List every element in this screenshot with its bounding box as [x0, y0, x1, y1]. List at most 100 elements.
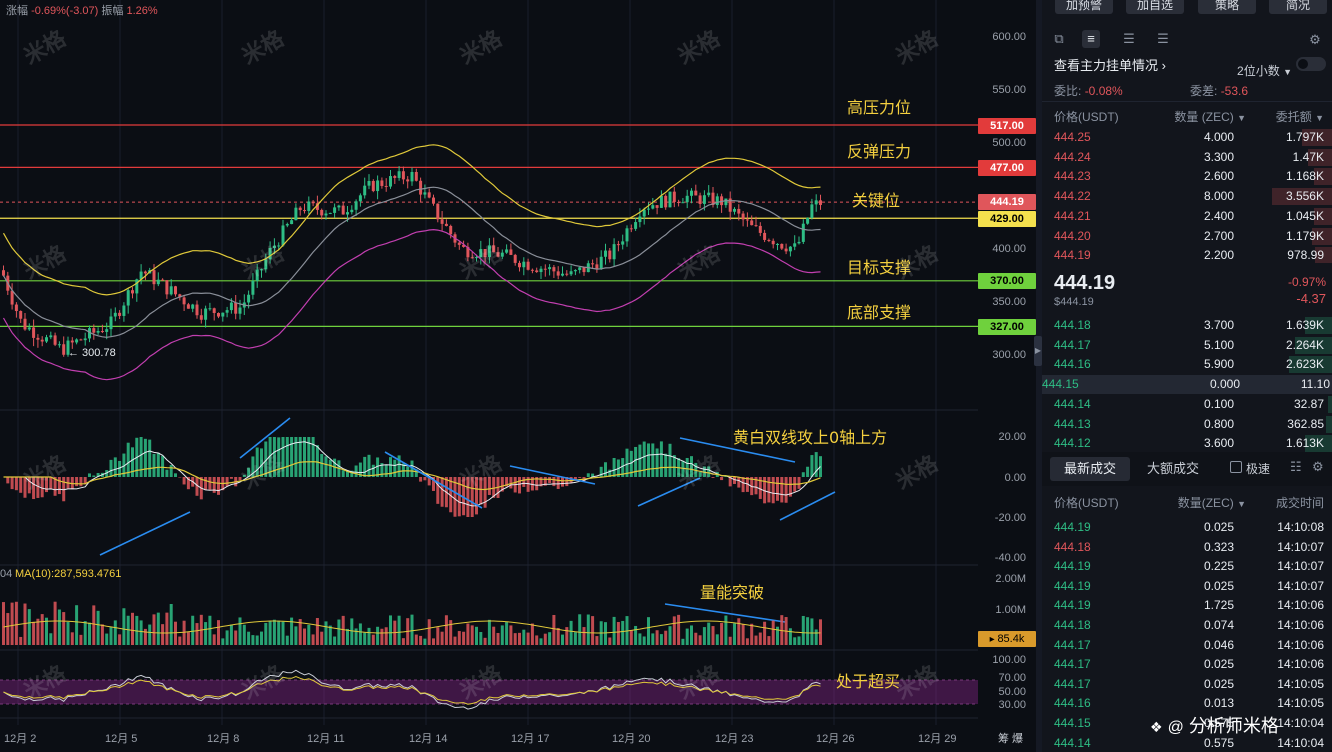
settings-gear-icon[interactable]: ⚙	[1309, 32, 1321, 47]
orderbook-both-icon[interactable]: ≡	[1082, 30, 1100, 48]
macd-bar	[143, 438, 147, 477]
overview-button[interactable]: 简况	[1269, 0, 1327, 14]
volume-bar	[397, 615, 401, 645]
volume-bar	[440, 631, 444, 645]
ask-amount: 3.556K	[1285, 189, 1324, 204]
bid-row[interactable]: 444.18 3.700 1.639K	[1054, 316, 1332, 335]
macd-bar	[281, 437, 285, 477]
x-tick: 12月 11	[307, 733, 345, 745]
footer-extra[interactable]: 筹 爆	[998, 733, 1024, 745]
bid-row[interactable]: 444.13 0.800 362.85	[1054, 415, 1332, 434]
ask-row[interactable]: 444.22 8.000 3.556K	[1054, 187, 1332, 206]
main-order-link[interactable]: 查看主力挂单情况 ›	[1054, 55, 1166, 74]
candle-body	[410, 171, 414, 182]
volume-bar	[311, 634, 315, 645]
trades-settings-icon[interactable]: ⚙	[1312, 459, 1324, 474]
candle-body	[552, 267, 556, 272]
orderbook-bids-icon[interactable]: ☰	[1157, 31, 1169, 46]
bid-row[interactable]: 444.12 3.600 1.613K	[1054, 434, 1332, 453]
candle-body	[737, 208, 741, 214]
volume-bar	[462, 631, 466, 645]
ask-qty: 2.700	[1203, 228, 1234, 243]
ask-price: 444.23	[1054, 169, 1091, 184]
collapse-panel-icon[interactable]: ▶	[1034, 336, 1042, 366]
bid-row[interactable]: 444.15 0.000 11.10	[1042, 375, 1332, 395]
volume-bar	[668, 626, 672, 645]
fast-checkbox[interactable]	[1230, 461, 1242, 473]
volume-bar	[500, 625, 504, 645]
tab-large-trades[interactable]: 大额成交	[1146, 461, 1199, 476]
trades-header-qty[interactable]: 数量(ZEC) ▼	[1177, 496, 1246, 510]
macd-bar	[552, 477, 556, 487]
ratio-value: -0.08%	[1084, 84, 1123, 98]
candle-body	[702, 195, 706, 204]
candle-body	[711, 192, 715, 205]
candle-body	[208, 308, 212, 310]
decimal-select[interactable]: 2位小数 ▼	[1237, 64, 1292, 78]
candle-body	[324, 213, 328, 216]
orderbook-asks-icon[interactable]: ☰	[1123, 31, 1135, 46]
candle-body	[354, 201, 358, 210]
volume-bar	[453, 636, 457, 645]
bollinger-upper	[2, 144, 821, 296]
ask-row[interactable]: 444.25 4.000 1.797K	[1054, 128, 1332, 147]
candle-body	[522, 261, 526, 268]
change-value: -0.69%(-3.07)	[31, 5, 99, 17]
add-alert-button[interactable]: 加预警	[1055, 0, 1113, 14]
book-header-amt[interactable]: 委托额 ▼	[1275, 110, 1324, 124]
book-header-qty[interactable]: 数量 (ZEC) ▼	[1174, 110, 1246, 124]
candle-body	[475, 257, 478, 259]
volume-bar	[281, 621, 285, 645]
bid-qty: 5.100	[1203, 337, 1234, 352]
chart-area[interactable]: 涨幅 -0.69%(-3.07) 振幅 1.26% 600.00 550.00 …	[0, 0, 1040, 752]
candle-body	[496, 252, 500, 257]
candle-body	[797, 241, 801, 244]
volume-bar	[277, 620, 281, 645]
ask-row[interactable]: 444.24 3.300 1.47K	[1054, 148, 1332, 167]
ask-row[interactable]: 444.21 2.400 1.045K	[1054, 207, 1332, 226]
macd-bar	[204, 477, 208, 491]
candle-body	[685, 195, 689, 203]
candle-body	[62, 344, 66, 355]
volume-bar	[376, 626, 380, 645]
macd-bar	[169, 465, 173, 477]
bid-row[interactable]: 444.16 5.900 2.623K	[1054, 355, 1332, 374]
volume-bar	[247, 631, 251, 645]
book-header-amt-label: 委托额	[1275, 110, 1312, 124]
macd-bar	[487, 477, 491, 495]
tab-latest-trades[interactable]: 最新成交	[1050, 457, 1130, 481]
candle-body	[19, 311, 23, 319]
list-filter-icon[interactable]: ☷	[1290, 459, 1302, 474]
trade-qty: 0.046	[1203, 637, 1234, 652]
volume-ma-label: MA(10):287,593.4761	[15, 568, 122, 580]
candle-body	[767, 239, 771, 241]
volume-bar	[621, 620, 625, 645]
candle-body	[83, 338, 87, 341]
macd-bar	[79, 477, 83, 487]
ask-row[interactable]: 444.23 2.600 1.168K	[1054, 167, 1332, 186]
bid-row[interactable]: 444.17 5.100 2.264K	[1054, 336, 1332, 355]
candle-body	[819, 200, 822, 205]
main-order-toggle[interactable]	[1296, 57, 1326, 71]
candle-body	[100, 331, 104, 333]
macd-bar	[604, 462, 607, 477]
add-watchlist-button[interactable]: 加自选	[1126, 0, 1184, 14]
ask-row[interactable]: 444.20 2.700 1.179K	[1054, 227, 1332, 246]
volume-bar	[565, 627, 569, 645]
volume-bar	[763, 621, 767, 645]
volume-bar	[307, 624, 311, 645]
strategy-button[interactable]: 策略	[1198, 0, 1256, 14]
trade-row: 444.17 0.025 14:10:06	[1054, 655, 1326, 674]
copy-icon[interactable]: ⧉	[1054, 31, 1064, 46]
candle-body	[483, 249, 487, 258]
y-tick: 350.00	[992, 296, 1026, 308]
macd-bar	[358, 462, 362, 477]
candle-body	[122, 305, 126, 316]
ask-row[interactable]: 444.19 2.200 978.99	[1054, 246, 1332, 265]
volume-bar	[290, 617, 294, 645]
trade-qty: 0.025	[1203, 578, 1234, 593]
bid-row[interactable]: 444.14 0.100 32.87	[1054, 395, 1332, 414]
volume-bar	[444, 615, 448, 645]
candle-body	[659, 195, 663, 208]
volume-bar	[629, 630, 633, 645]
